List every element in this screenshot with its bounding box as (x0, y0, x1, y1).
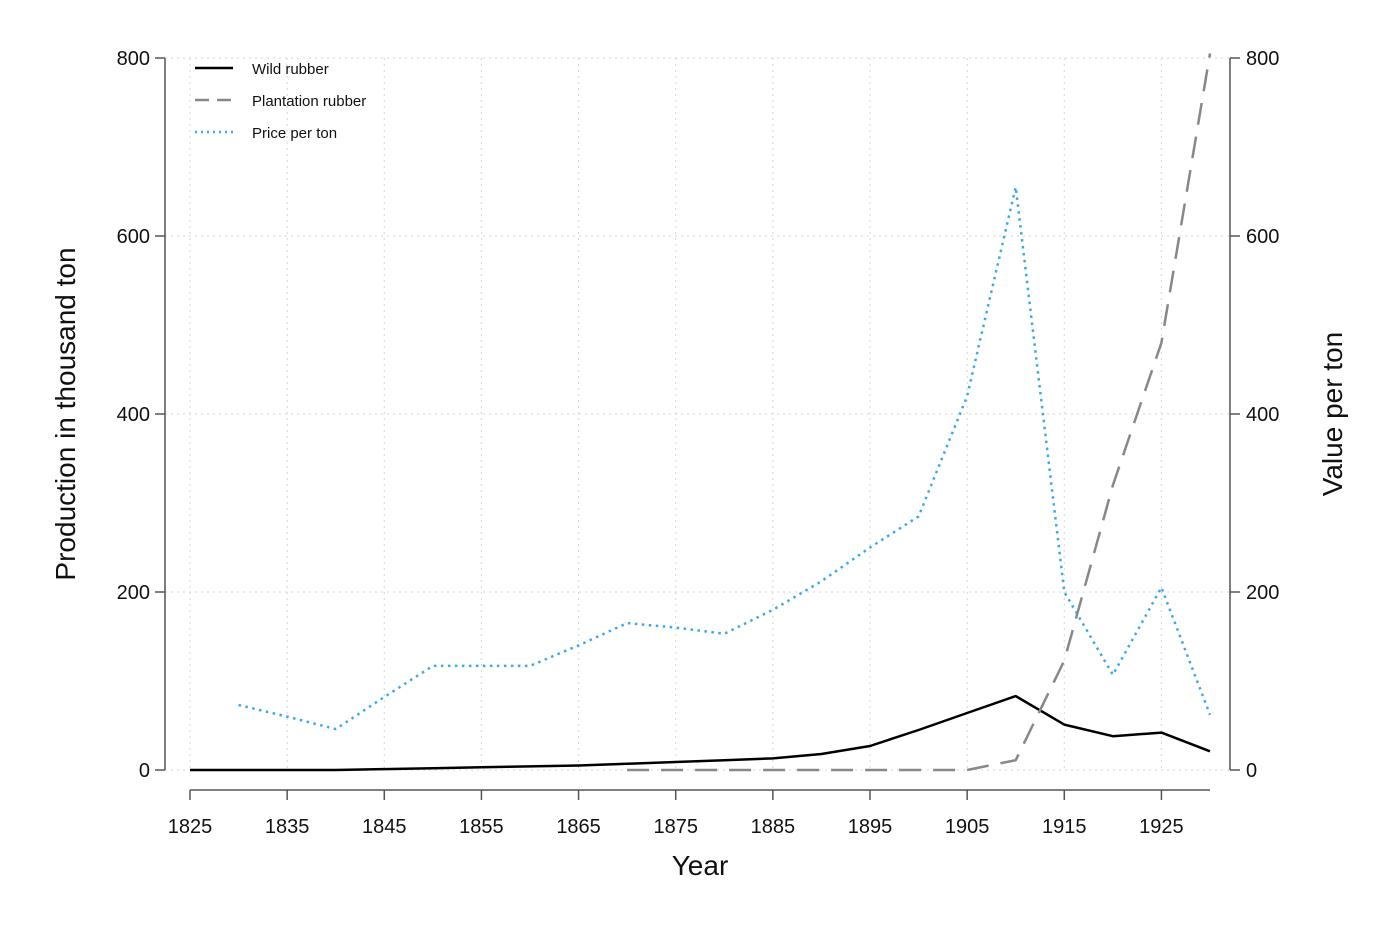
y-tick-label-left-600: 600 (117, 226, 150, 248)
y-tick-label-left-200: 200 (117, 582, 150, 604)
ticks-layer: 1825 1835 1845 1855 1865 1875 1885 1895 1905 1915… (117, 48, 1280, 838)
y-tick-label-right-400: 400 (1246, 404, 1279, 426)
series-layer (190, 53, 1212, 772)
series-line-plantation-rubber (627, 53, 1212, 772)
x-tick-label-1875: 1875 (653, 816, 698, 838)
x-axis-title: Year (672, 850, 729, 881)
y-tick-label-right-800: 800 (1246, 48, 1279, 70)
y-tick-label-right-0: 0 (1246, 760, 1257, 782)
axes-layer (164, 58, 1231, 791)
y-tick-label-left-400: 400 (117, 404, 150, 426)
legend: Wild rubber Plantation rubber Price per … (195, 61, 366, 142)
x-tick-label-1915: 1915 (1042, 816, 1087, 838)
x-tick-label-1825: 1825 (168, 816, 213, 838)
x-tick-label-1895: 1895 (848, 816, 893, 838)
grid-layer (165, 57, 1230, 771)
legend-label-plantation-rubber: Plantation rubber (252, 93, 366, 110)
x-tick-label-1905: 1905 (945, 816, 990, 838)
legend-label-wild-rubber: Wild rubber (252, 61, 329, 78)
y-axis-title-right: Value per ton (1317, 332, 1348, 497)
y-tick-label-left-0: 0 (139, 760, 150, 782)
y-tick-label-left-800: 800 (117, 48, 150, 70)
y-axis-title-left: Production in thousand ton (50, 247, 81, 580)
x-tick-label-1855: 1855 (459, 816, 504, 838)
x-tick-label-1845: 1845 (362, 816, 407, 838)
legend-label-price-per-ton: Price per ton (252, 125, 337, 142)
x-tick-label-1925: 1925 (1139, 816, 1184, 838)
y-tick-label-right-200: 200 (1246, 582, 1279, 604)
x-tick-label-1865: 1865 (556, 816, 601, 838)
x-tick-label-1885: 1885 (751, 816, 796, 838)
x-tick-label-1835: 1835 (265, 816, 310, 838)
y-tick-label-right-600: 600 (1246, 226, 1279, 248)
series-line-wild-rubber (190, 694, 1211, 772)
